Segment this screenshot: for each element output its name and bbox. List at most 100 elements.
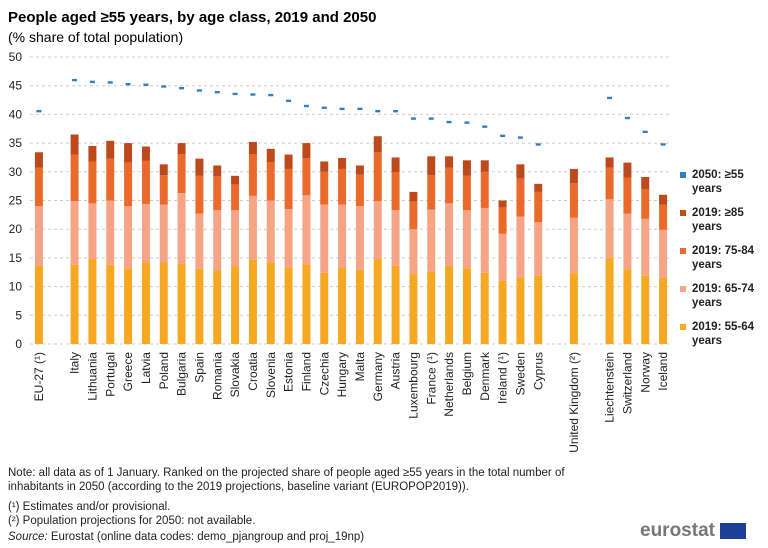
bar-segment	[534, 222, 543, 276]
bar-segment	[534, 275, 543, 344]
x-tick-label: Sweden	[513, 352, 527, 395]
x-tick-label: Iceland	[656, 352, 670, 391]
marker-2050	[107, 81, 113, 84]
bar-segment	[231, 266, 240, 344]
bar-segment	[534, 191, 543, 223]
bar-segment	[106, 200, 115, 265]
bar-segment	[373, 136, 382, 153]
bar-segment	[480, 171, 489, 208]
marker-2050	[268, 93, 274, 97]
y-tick-label: 15	[9, 251, 23, 265]
marker-2050	[36, 109, 42, 113]
x-tick-label: Finland	[299, 352, 313, 391]
bar-segment	[70, 201, 79, 265]
marker-2050	[357, 107, 363, 111]
bar-segment	[462, 210, 471, 269]
bar-segment	[391, 172, 400, 211]
bar-segment	[373, 259, 382, 344]
bar-segment	[213, 210, 222, 271]
bar-segment	[248, 195, 257, 260]
bar-segment	[623, 269, 632, 344]
bar-segment	[569, 273, 578, 344]
bar-segment	[409, 201, 418, 230]
legend-swatch	[680, 324, 686, 330]
bar-segment	[605, 157, 614, 168]
marker-2050	[125, 82, 131, 86]
y-tick-label: 30	[9, 165, 23, 179]
bar-segment	[284, 168, 293, 210]
marker-2050	[660, 143, 666, 146]
bar-segment	[462, 160, 471, 176]
bar-segment	[70, 264, 79, 344]
bar-segment	[498, 233, 507, 281]
logo: eurostat	[640, 520, 747, 542]
bar-segment	[409, 191, 418, 202]
bar-segment	[106, 158, 115, 201]
bar-segment	[302, 264, 311, 344]
bar-segment	[88, 203, 97, 260]
bar-segment	[427, 271, 436, 344]
bar-segment	[34, 265, 43, 344]
x-tick-label: Portugal	[103, 352, 117, 397]
marker-2050	[410, 117, 416, 120]
bar-segment	[355, 165, 364, 175]
bar-segment	[355, 206, 364, 270]
x-tick-label: Greece	[121, 352, 135, 392]
bar-segment	[302, 158, 311, 196]
marker-2050	[428, 117, 434, 120]
x-tick-label: Belgium	[460, 352, 474, 395]
bar-segment	[445, 265, 454, 344]
bar-segment	[213, 165, 222, 177]
bar-segment	[480, 160, 489, 172]
bar-segment	[177, 263, 186, 344]
y-tick-label: 50	[9, 50, 23, 64]
x-tick-label: Poland	[157, 352, 171, 389]
bar-segment	[338, 158, 347, 169]
bar-segment	[88, 259, 97, 344]
bar-segment	[445, 203, 454, 266]
x-tick-label: Denmark	[478, 351, 492, 401]
bar-segment	[320, 161, 329, 172]
bar-segment	[124, 206, 133, 269]
legend-label: 2019: 55-64 years	[692, 321, 755, 347]
bar-segment	[141, 146, 150, 161]
legend-swatch	[680, 210, 686, 216]
marker-2050	[624, 116, 630, 120]
marker-2050	[393, 109, 399, 113]
source-label: Source:	[8, 531, 48, 543]
bar-segment	[231, 184, 240, 211]
bar-segment	[569, 217, 578, 274]
bar-segment	[355, 174, 364, 207]
bar-segment	[177, 154, 186, 194]
x-tick-label: Norway	[638, 352, 652, 393]
bar-segment	[659, 204, 668, 230]
bar-segment	[409, 274, 418, 344]
x-tick-label: Estonia	[282, 352, 296, 392]
marker-2050	[232, 92, 238, 96]
bar-segment	[641, 218, 650, 276]
bar-segment	[124, 268, 133, 344]
marker-2050	[375, 109, 381, 113]
note: (²) Population projections for 2050: not…	[8, 515, 256, 527]
bar-segment	[391, 265, 400, 344]
bar-segment	[177, 193, 186, 264]
bar-segment	[623, 213, 632, 270]
bar-segment	[195, 175, 204, 214]
marker-2050	[500, 134, 506, 138]
bar-segment	[373, 201, 382, 260]
bar-segment	[124, 162, 133, 207]
y-tick-label: 40	[9, 107, 23, 121]
bar-segment	[498, 280, 507, 344]
marker-2050	[286, 99, 292, 103]
bar-segment	[248, 141, 257, 155]
source-text: Eurostat (online data codes: demo_pjangr…	[50, 531, 365, 543]
y-tick-label: 0	[15, 337, 22, 351]
bar-segment	[266, 148, 275, 163]
bar-segment	[124, 143, 133, 163]
legend-label: 2019: ≥85 years	[692, 207, 744, 233]
x-tick-label: Bulgaria	[175, 352, 189, 396]
bar-segment	[248, 259, 257, 344]
y-tick-label: 25	[9, 194, 23, 208]
bar-segment	[462, 175, 471, 211]
bar-segment	[34, 152, 43, 168]
